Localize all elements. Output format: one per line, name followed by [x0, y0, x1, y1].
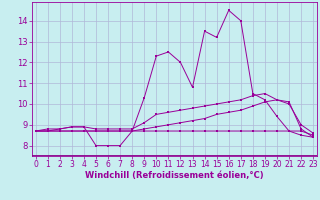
X-axis label: Windchill (Refroidissement éolien,°C): Windchill (Refroidissement éolien,°C) [85, 171, 264, 180]
